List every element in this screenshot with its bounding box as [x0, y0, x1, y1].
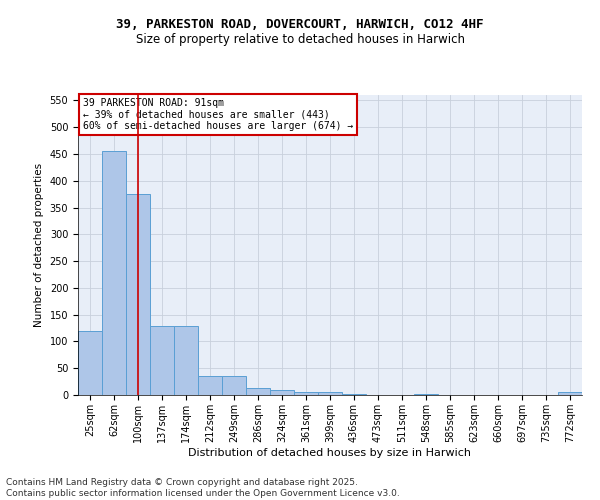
- Bar: [246, 388, 270, 395]
- Bar: [558, 392, 582, 395]
- Y-axis label: Number of detached properties: Number of detached properties: [34, 163, 44, 327]
- Text: Size of property relative to detached houses in Harwich: Size of property relative to detached ho…: [136, 32, 464, 46]
- Bar: [342, 394, 366, 395]
- Bar: [126, 194, 150, 395]
- Bar: [102, 152, 126, 395]
- X-axis label: Distribution of detached houses by size in Harwich: Distribution of detached houses by size …: [188, 448, 472, 458]
- Bar: [198, 376, 222, 395]
- Bar: [414, 394, 438, 395]
- Bar: [294, 392, 318, 395]
- Text: 39, PARKESTON ROAD, DOVERCOURT, HARWICH, CO12 4HF: 39, PARKESTON ROAD, DOVERCOURT, HARWICH,…: [116, 18, 484, 30]
- Bar: [270, 390, 294, 395]
- Bar: [174, 326, 198, 395]
- Text: Contains HM Land Registry data © Crown copyright and database right 2025.
Contai: Contains HM Land Registry data © Crown c…: [6, 478, 400, 498]
- Bar: [222, 376, 246, 395]
- Bar: [78, 330, 102, 395]
- Text: 39 PARKESTON ROAD: 91sqm
← 39% of detached houses are smaller (443)
60% of semi-: 39 PARKESTON ROAD: 91sqm ← 39% of detach…: [83, 98, 353, 131]
- Bar: [318, 392, 342, 395]
- Bar: [150, 326, 174, 395]
